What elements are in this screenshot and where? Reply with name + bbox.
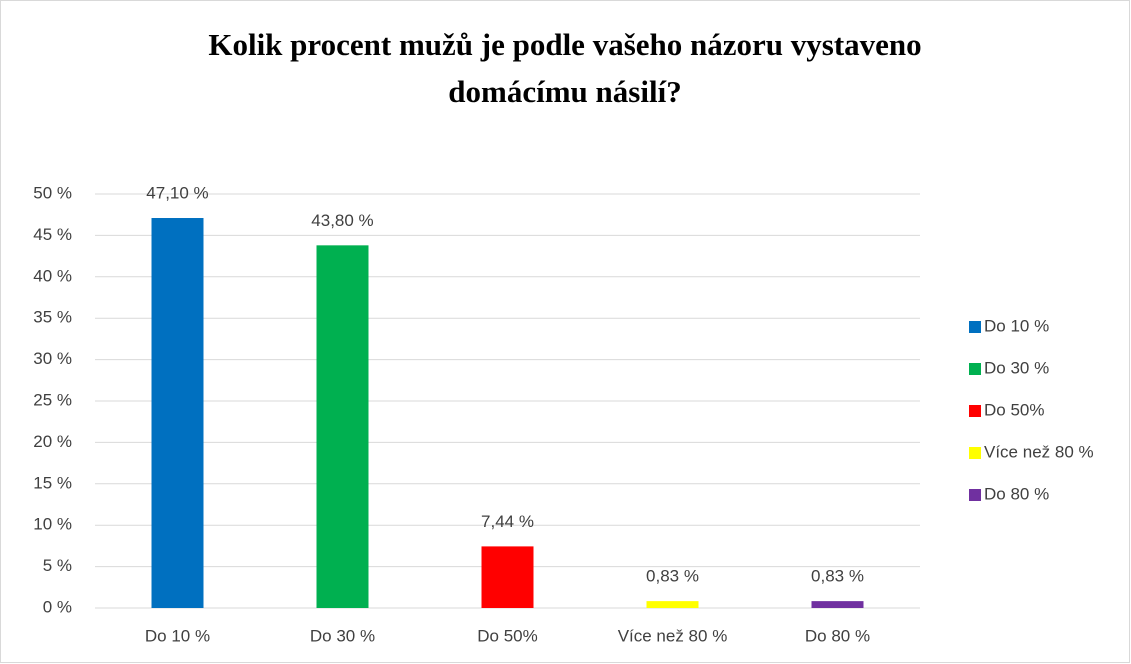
y-tick-label: 25 % <box>33 390 72 409</box>
x-tick-label: Do 80 % <box>805 626 870 645</box>
y-tick-label: 40 % <box>33 266 72 285</box>
y-tick-label: 45 % <box>33 225 72 244</box>
data-label: 7,44 % <box>481 512 534 531</box>
bar <box>481 546 534 608</box>
x-tick-label: Více než 80 % <box>618 626 728 645</box>
y-tick-label: 10 % <box>33 515 72 534</box>
x-tick-label: Do 10 % <box>145 626 210 645</box>
y-tick-label: 0 % <box>43 597 72 616</box>
data-label: 47,10 % <box>146 183 208 202</box>
y-tick-label: 5 % <box>43 556 72 575</box>
bar <box>151 218 204 608</box>
y-tick-label: 50 % <box>33 183 72 202</box>
legend-label: Do 80 % <box>984 484 1049 503</box>
data-label: 0,83 % <box>811 567 864 586</box>
y-tick-label: 20 % <box>33 432 72 451</box>
legend-swatch <box>969 447 981 459</box>
legend-swatch <box>969 363 981 375</box>
legend-label: Více než 80 % <box>984 442 1094 461</box>
data-label: 0,83 % <box>646 567 699 586</box>
data-label: 43,80 % <box>311 211 373 230</box>
y-tick-label: 15 % <box>33 473 72 492</box>
bar <box>316 245 369 608</box>
bar <box>646 601 699 608</box>
x-tick-label: Do 50% <box>477 626 537 645</box>
legend-label: Do 50% <box>984 400 1044 419</box>
legend-swatch <box>969 405 981 417</box>
bar <box>811 601 864 608</box>
legend-label: Do 30 % <box>984 358 1049 377</box>
legend-label: Do 10 % <box>984 316 1049 335</box>
chart-title: Kolik procent mužů je podle vašeho názor… <box>208 27 921 62</box>
y-tick-label: 30 % <box>33 349 72 368</box>
x-tick-label: Do 30 % <box>310 626 375 645</box>
y-tick-label: 35 % <box>33 308 72 327</box>
legend-swatch <box>969 321 981 333</box>
legend-swatch <box>969 489 981 501</box>
chart-title: domácímu násilí? <box>448 74 681 109</box>
